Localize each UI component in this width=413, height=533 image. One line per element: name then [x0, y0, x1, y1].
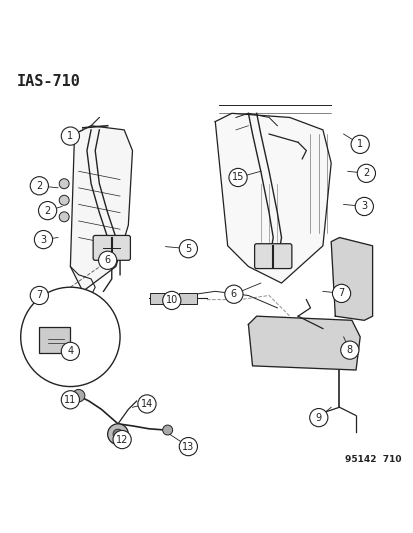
- Circle shape: [61, 391, 79, 409]
- Circle shape: [21, 287, 120, 386]
- Circle shape: [98, 251, 116, 269]
- Circle shape: [34, 230, 52, 249]
- FancyBboxPatch shape: [150, 293, 168, 304]
- Circle shape: [61, 342, 79, 360]
- Polygon shape: [215, 114, 330, 283]
- Text: 6: 6: [104, 255, 110, 265]
- Circle shape: [228, 168, 247, 187]
- Text: 1: 1: [356, 139, 362, 149]
- Text: 8: 8: [346, 345, 352, 355]
- Circle shape: [340, 341, 358, 359]
- Circle shape: [162, 425, 172, 435]
- Circle shape: [59, 179, 69, 189]
- Circle shape: [332, 284, 350, 303]
- Text: 3: 3: [40, 235, 46, 245]
- FancyBboxPatch shape: [93, 236, 130, 260]
- Circle shape: [113, 431, 131, 449]
- Polygon shape: [248, 316, 359, 370]
- Circle shape: [356, 164, 375, 182]
- Text: 3: 3: [361, 201, 366, 212]
- Circle shape: [59, 212, 69, 222]
- Text: 11: 11: [64, 395, 76, 405]
- Text: 14: 14: [140, 399, 153, 409]
- Circle shape: [107, 424, 128, 445]
- Circle shape: [309, 408, 327, 427]
- Circle shape: [224, 285, 242, 303]
- Circle shape: [354, 197, 373, 215]
- Circle shape: [179, 438, 197, 456]
- Circle shape: [38, 201, 57, 220]
- Circle shape: [30, 176, 48, 195]
- Text: 7: 7: [36, 290, 43, 301]
- FancyBboxPatch shape: [254, 244, 291, 269]
- Text: 95142  710: 95142 710: [344, 455, 401, 464]
- Circle shape: [179, 240, 197, 258]
- Circle shape: [113, 429, 123, 439]
- Text: 4: 4: [67, 346, 73, 357]
- Circle shape: [138, 395, 156, 413]
- FancyBboxPatch shape: [179, 293, 197, 304]
- Circle shape: [61, 127, 79, 145]
- Text: 5: 5: [185, 244, 191, 254]
- Text: 13: 13: [182, 441, 194, 451]
- FancyBboxPatch shape: [39, 327, 70, 353]
- Circle shape: [30, 286, 48, 304]
- Text: 10: 10: [165, 295, 178, 305]
- Text: 12: 12: [116, 434, 128, 445]
- Text: 2: 2: [362, 168, 369, 179]
- Text: 1: 1: [67, 131, 73, 141]
- Text: 6: 6: [230, 289, 236, 299]
- Polygon shape: [70, 126, 132, 292]
- Polygon shape: [330, 238, 372, 320]
- Text: IAS-710: IAS-710: [17, 74, 80, 89]
- Circle shape: [162, 292, 180, 310]
- Circle shape: [350, 135, 368, 154]
- Text: 2: 2: [44, 206, 51, 216]
- Text: 7: 7: [337, 288, 344, 298]
- Circle shape: [72, 390, 85, 402]
- Text: 2: 2: [36, 181, 43, 191]
- Text: 15: 15: [231, 173, 244, 182]
- Text: 9: 9: [315, 413, 321, 423]
- Circle shape: [59, 195, 69, 205]
